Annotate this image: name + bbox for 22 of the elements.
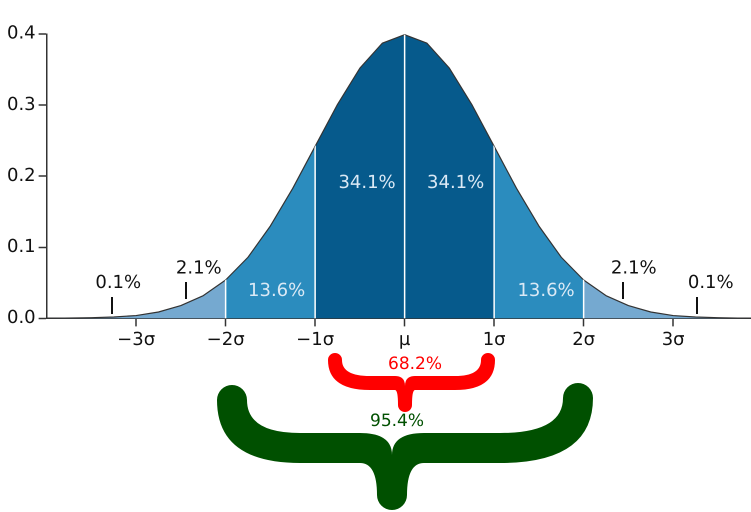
annotation: 2.1% — [610, 257, 657, 278]
annotation: 13.6% — [248, 280, 306, 302]
y-tick-label: 0.2 — [6, 164, 36, 186]
annotation: 34.1% — [338, 172, 396, 193]
annotation: 0.1% — [95, 272, 142, 294]
text: 95.4% — [370, 411, 424, 431]
annotation: 0.1% — [688, 272, 734, 294]
x-tick-label: 3σ — [662, 328, 685, 350]
x-tick-label: −2σ — [206, 328, 245, 350]
x-tick-label: −1σ — [296, 328, 334, 350]
y-tick-label: 0.3 — [6, 94, 36, 115]
x-tick-label: μ — [398, 328, 411, 350]
text: 68.2% — [388, 354, 442, 374]
annotation: 13.6% — [517, 280, 575, 302]
x-tick-label: 2σ — [572, 328, 596, 350]
annotation: 34.1% — [427, 172, 484, 193]
x-tick-label: −3σ — [117, 328, 156, 350]
y-tick-label: 0.4 — [6, 22, 36, 44]
y-tick-label: 0.0 — [6, 307, 36, 328]
y-tick-label: 0.1 — [6, 236, 36, 257]
x-tick-label: 1σ — [482, 328, 506, 350]
annotation: 2.1% — [176, 257, 222, 278]
